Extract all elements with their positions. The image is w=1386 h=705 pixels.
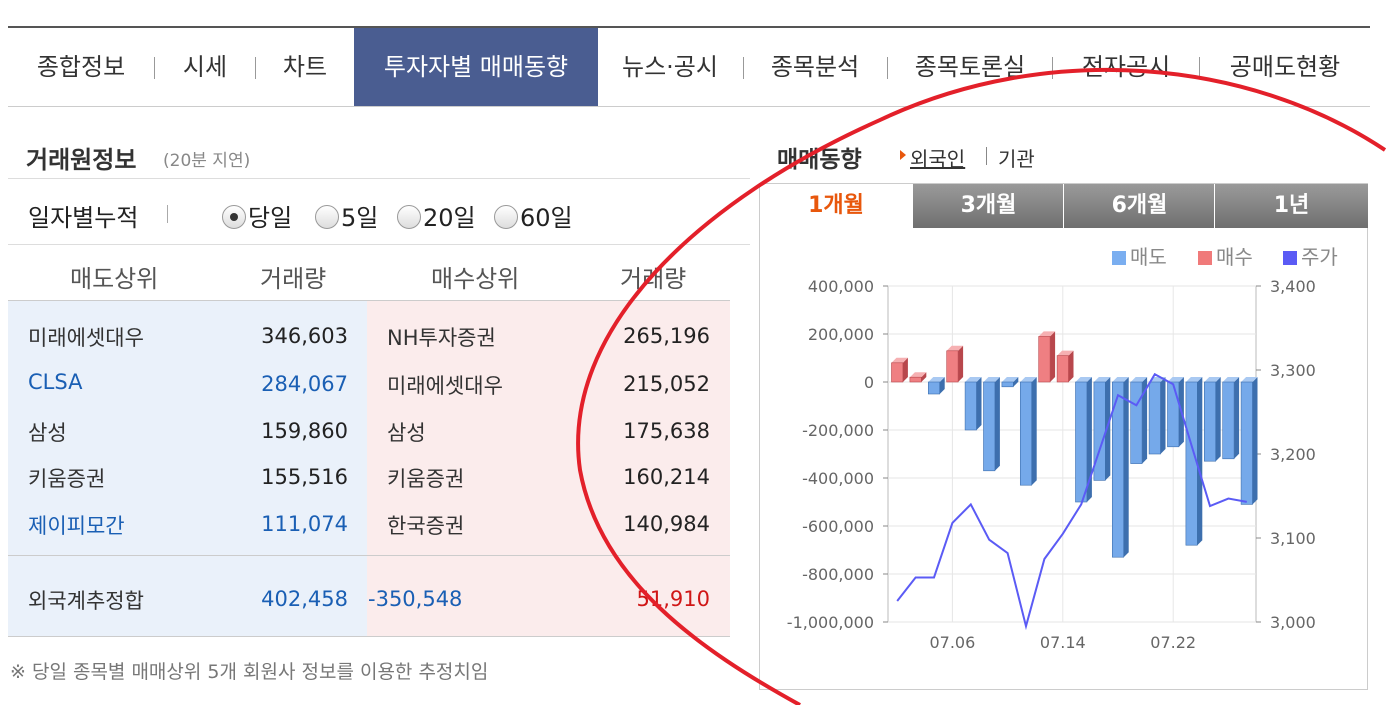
sell-broker-name: 키움증권 [28,467,106,491]
link-institution[interactable]: 기관 [998,147,1035,171]
divider [8,636,730,637]
radio-unchecked-icon [315,205,339,229]
tab-disclosure[interactable]: 전자공시 [1081,53,1171,81]
broker-info-title: 거래원정보 [26,146,137,174]
buy-broker-name: 미래에셋대우 [387,374,503,398]
foreign-buy-total: -350,548 [368,587,463,611]
buy-volume: 175,638 [623,419,710,443]
foreign-total-label: 외국계추정합 [28,589,144,613]
triangle-right-icon [900,150,906,160]
divider [167,205,168,223]
radio-unchecked-icon [494,205,518,229]
radio-label: 60일 [520,204,573,232]
buy-volume: 160,214 [623,465,710,489]
tab-short-selling[interactable]: 공매도현황 [1229,53,1341,81]
tab-analysis[interactable]: 종목분석 [770,53,860,81]
tab-6-months[interactable]: 6개월 [1063,184,1215,228]
buy-volume: 140,984 [623,512,710,536]
radio-60day[interactable]: 60일 [494,198,573,233]
sell-volume-foreign: 111,074 [261,512,348,536]
sell-volume: 155,516 [261,465,348,489]
sell-column-background [8,301,367,637]
buy-volume: 265,196 [623,324,710,348]
radio-label: 20일 [423,204,476,232]
buy-broker-name: NH투자증권 [387,326,496,350]
foreign-sell-total: 402,458 [261,587,348,611]
sell-volume-foreign: 284,067 [261,372,348,396]
tab-divider [255,57,256,79]
sell-volume: 346,603 [261,324,348,348]
buy-volume: 215,052 [623,372,710,396]
radio-20day[interactable]: 20일 [397,198,476,233]
sell-volume: 159,860 [261,419,348,443]
sell-broker-name-foreign: 제이피모간 [28,514,125,538]
header-volume: 거래량 [260,265,327,293]
tab-investor-trading[interactable]: 투자자별 매매동향 [354,28,598,106]
radio-today[interactable]: 당일 [222,198,292,233]
tab-discussion[interactable]: 종목토론실 [914,53,1026,81]
divider [8,178,750,179]
divider [8,300,730,301]
buy-broker-name: 삼성 [387,421,426,445]
sell-broker-name-foreign: CLSA [28,370,83,394]
delay-note: (20분 지연) [163,151,251,171]
top-navigation: 종합정보 시세 차트 투자자별 매매동향 뉴스·공시 종목분석 종목토론실 전자… [8,26,1370,107]
radio-label: 당일 [248,204,293,232]
divider [8,244,750,245]
legend-sell: 매도 [1112,241,1167,270]
buy-broker-name: 한국증권 [387,514,465,538]
header-top-buyers: 매수상위 [431,265,520,293]
broker-table: 매도상위 거래량 매수상위 거래량 미래에셋대우 346,603 NH투자증권 … [8,245,730,637]
tab-chart[interactable]: 차트 [282,53,328,81]
divider [986,147,987,165]
radio-label: 5일 [341,204,379,232]
legend-swatch [1198,251,1212,265]
legend-buy: 매수 [1198,241,1253,270]
tab-news[interactable]: 뉴스·공시 [622,53,718,81]
tab-3-months[interactable]: 3개월 [912,184,1064,228]
sell-broker-name: 미래에셋대우 [28,326,144,350]
legend-price: 주가 [1283,241,1338,270]
radio-checked-icon [222,205,246,229]
tab-divider [154,57,155,79]
link-foreigner[interactable]: 외국인 [910,147,966,171]
period-label: 일자별누적 [28,204,139,232]
legend-swatch [1112,251,1126,265]
tab-overview[interactable]: 종합정보 [36,53,126,81]
trend-chart-panel: 1개월 3개월 6개월 1년 [759,183,1368,690]
header-top-sellers: 매도상위 [70,265,159,293]
legend-label: 주가 [1301,245,1338,269]
footnote: ※ 당일 종목별 매매상위 5개 회원사 정보를 이용한 추정치임 [10,661,489,683]
sell-broker-name: 삼성 [28,421,67,445]
buy-broker-name: 키움증권 [387,467,465,491]
divider [8,555,730,556]
header-volume: 거래량 [620,265,687,293]
radio-unchecked-icon [397,205,421,229]
tab-1-month[interactable]: 1개월 [760,184,912,228]
radio-5day[interactable]: 5일 [315,198,378,233]
legend-label: 매수 [1216,245,1253,269]
foreign-net-total: 51,910 [636,587,710,611]
legend-label: 매도 [1130,245,1167,269]
tab-price[interactable]: 시세 [182,53,228,81]
trading-trend-title: 매매동향 [777,147,862,173]
legend-swatch [1283,251,1297,265]
tab-1-year[interactable]: 1년 [1214,184,1368,228]
